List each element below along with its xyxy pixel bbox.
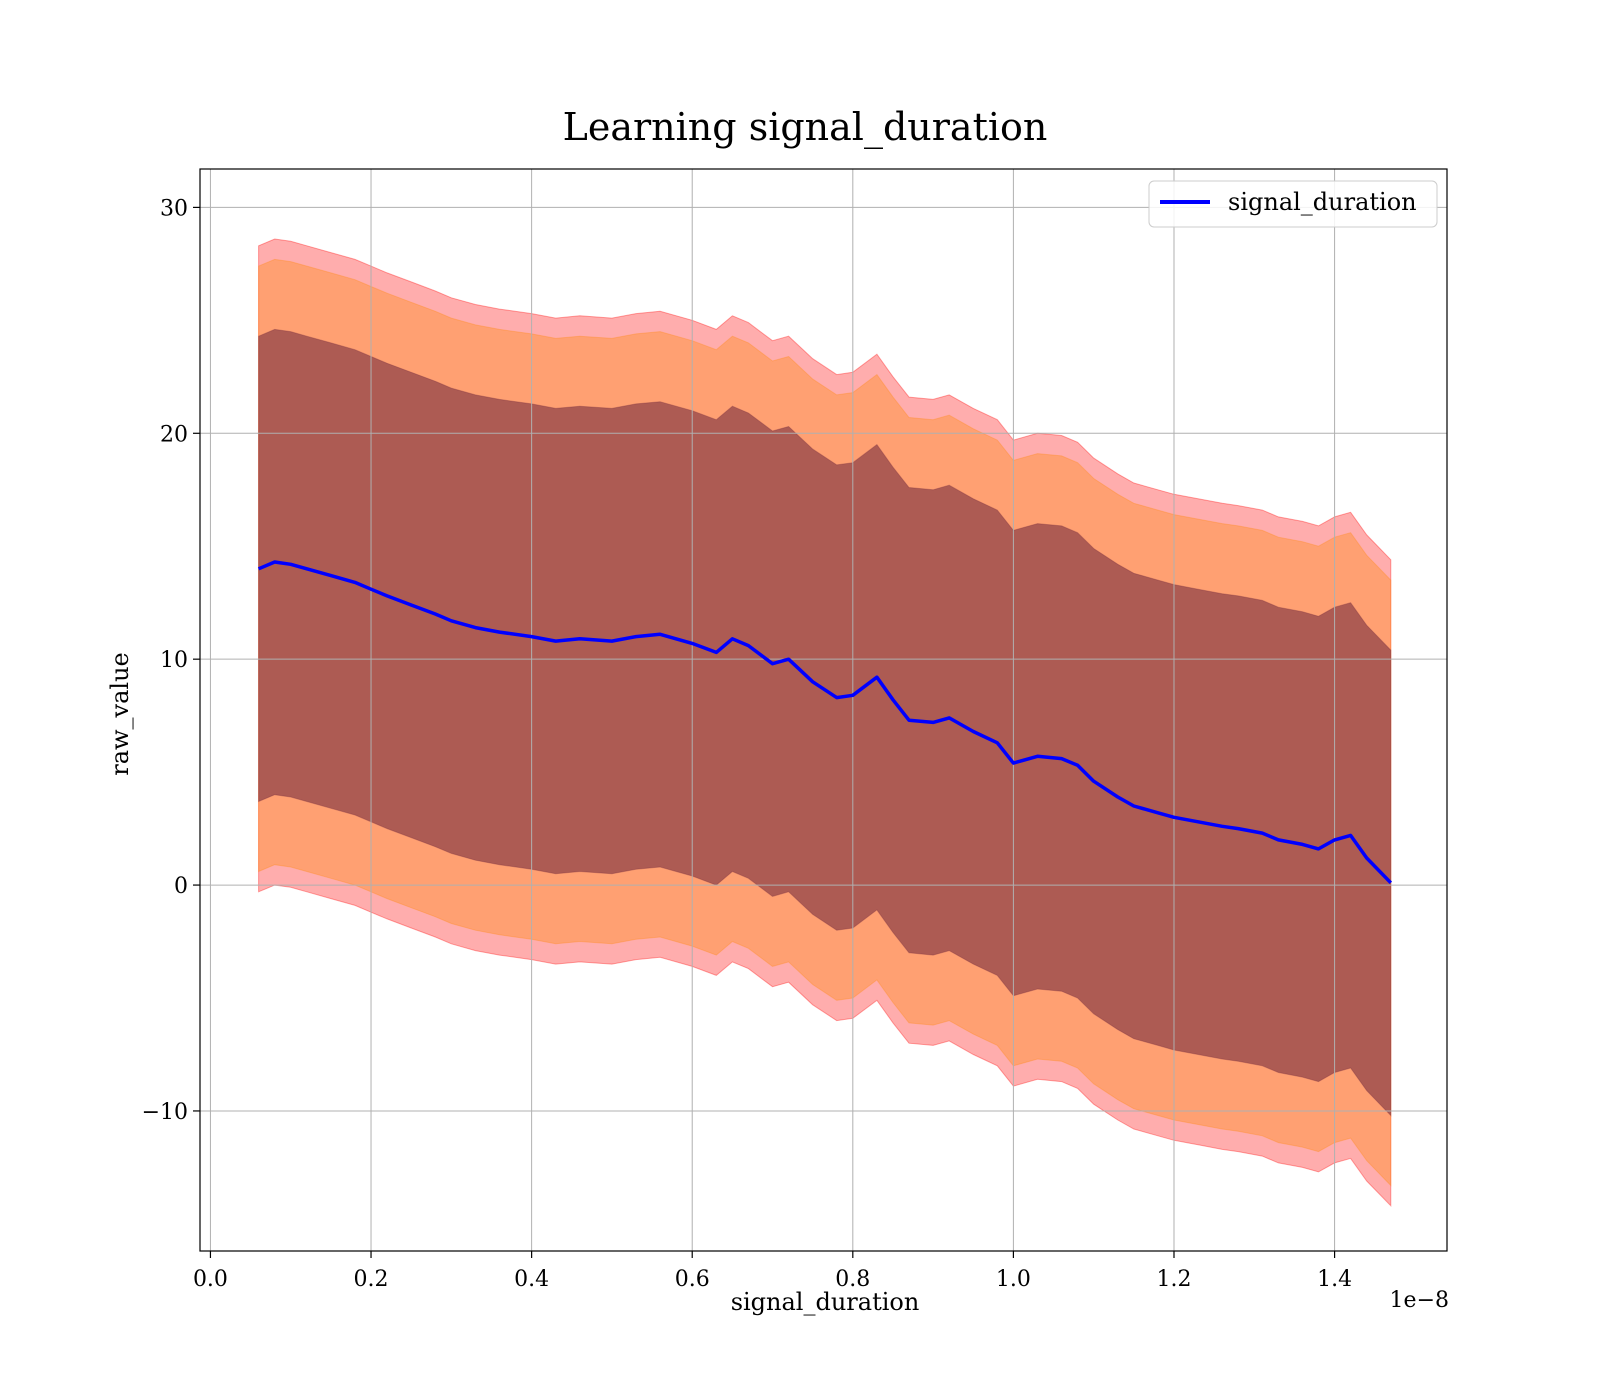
- x-axis-ticks: 0.0 0.2 0.4 0.6 0.8 1.0 1.2 1.4: [193, 1251, 1352, 1292]
- x-tick-label-4: 0.8: [835, 1267, 870, 1292]
- y-tick-label-3: 20: [160, 422, 188, 447]
- legend-box: [1148, 180, 1438, 228]
- plot-border: [199, 168, 1448, 1252]
- grid-lines: [200, 169, 1447, 1251]
- x-axis-label: signal_duration: [731, 1288, 920, 1316]
- chart-title: Learning signal_duration: [563, 105, 1048, 150]
- x-tick-label-1: 0.2: [354, 1267, 389, 1292]
- x-tick-label-5: 1.0: [996, 1267, 1031, 1292]
- x-tick-label-0: 0.0: [193, 1267, 228, 1292]
- series-line-layer: [257, 560, 1393, 885]
- series-line-signal_duration: [257, 560, 1393, 885]
- x-axis-offset-label: 1e−8: [1390, 1288, 1449, 1313]
- y-axis-ticks: −10 0 10 20 30: [142, 196, 200, 1125]
- y-axis-label: raw_value: [106, 652, 134, 776]
- legend-label: signal_duration: [1228, 188, 1417, 216]
- legend: signal_duration: [1148, 180, 1438, 228]
- confidence-bands: [258, 238, 1392, 1208]
- plot-frame: [199, 168, 1448, 1252]
- x-tick-label-2: 0.4: [514, 1267, 549, 1292]
- y-tick-label-2: 10: [160, 648, 188, 673]
- x-tick-label-3: 0.6: [675, 1267, 710, 1292]
- y-tick-label-0: −10: [142, 1100, 188, 1125]
- y-tick-label-1: 0: [174, 874, 188, 899]
- band-inner: [258, 328, 1392, 1117]
- x-tick-label-6: 1.2: [1156, 1267, 1191, 1292]
- x-tick-label-7: 1.4: [1317, 1267, 1352, 1292]
- y-tick-label-4: 30: [160, 196, 188, 221]
